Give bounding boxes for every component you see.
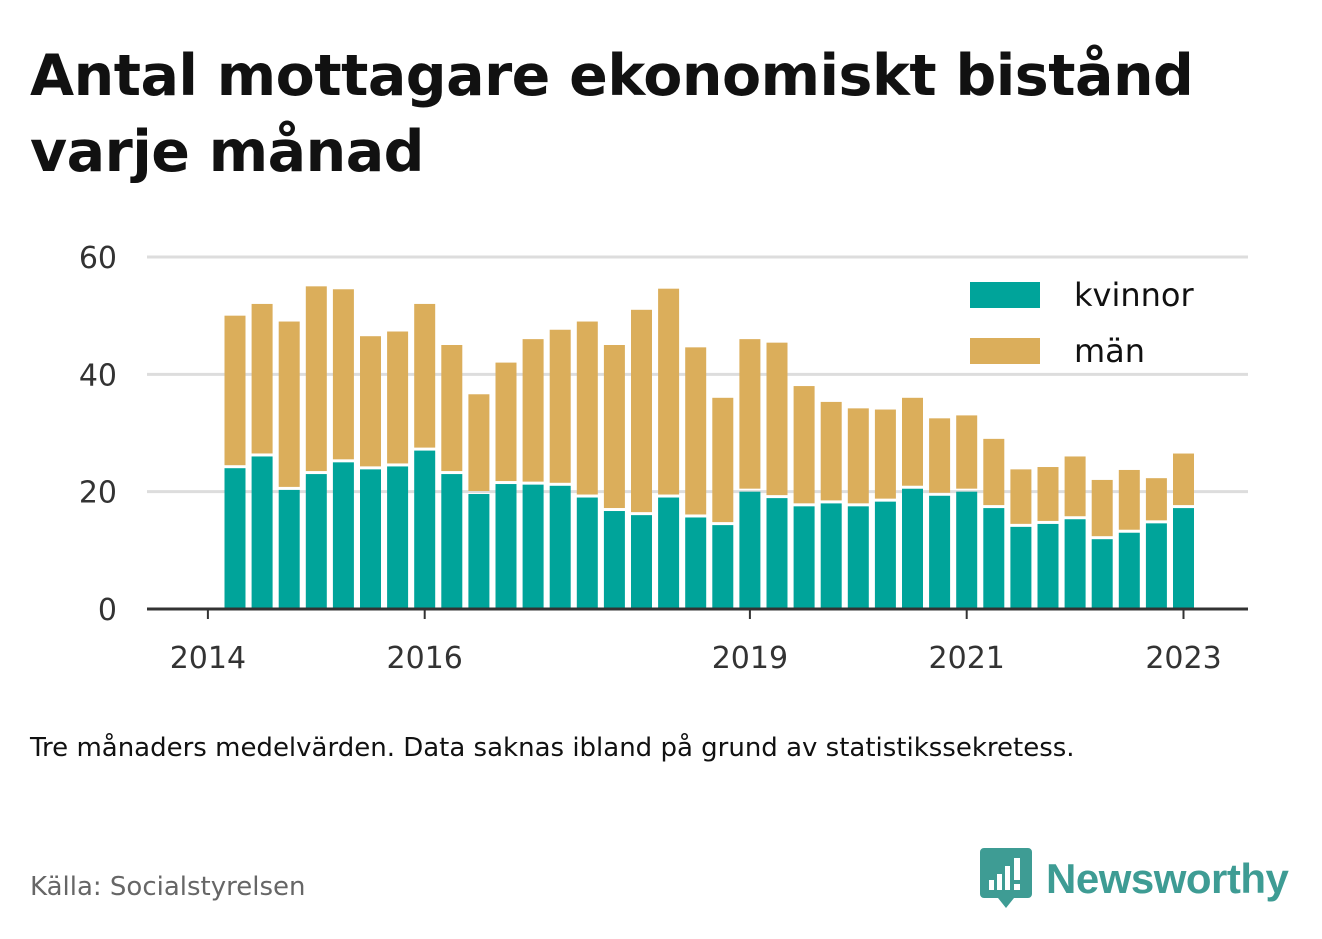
bar-kvinnor [685, 517, 707, 609]
bar-man [414, 303, 436, 448]
bar-kvinnor [1173, 508, 1194, 609]
bar-kvinnor [1145, 523, 1167, 609]
bar-man [902, 397, 923, 486]
y-tick-label: 40 [79, 358, 117, 393]
bar-kvinnor [1091, 539, 1113, 609]
bar-kvinnor [983, 508, 1005, 609]
chart-note: Tre månaders medelvärden. Data saknas ib… [30, 733, 1075, 763]
bar-kvinnor [1037, 523, 1059, 609]
bar-man [360, 336, 381, 467]
bar-kvinnor [956, 491, 978, 609]
bar-kvinnor [468, 494, 490, 609]
bar-kvinnor [414, 450, 436, 609]
bar-kvinnor [278, 489, 300, 609]
bar-man [874, 409, 896, 499]
bar-man [956, 415, 978, 489]
bar-kvinnor [441, 474, 463, 609]
chart-title: Antal mottagare ekonomiskt bistånd varje… [30, 43, 1194, 185]
bar-man [251, 303, 273, 454]
bar-kvinnor [360, 469, 381, 609]
bar-kvinnor [712, 525, 734, 609]
bar-kvinnor [495, 484, 517, 609]
bar-kvinnor [631, 515, 652, 609]
bar-kvinnor [603, 511, 625, 609]
x-tick-label: 2014 [170, 641, 246, 676]
bar-man [305, 286, 327, 472]
bar-kvinnor [224, 468, 246, 609]
y-tick-label: 60 [79, 241, 117, 276]
y-tick-label: 20 [79, 476, 117, 511]
bar-man [1145, 478, 1167, 521]
bar-kvinnor [1118, 532, 1140, 609]
bar-man [712, 397, 734, 523]
bar-man [603, 345, 625, 509]
x-axis: 2014 2016 2019 2021 2023 [147, 607, 1248, 676]
legend-label: män [1074, 332, 1145, 370]
bar-man [847, 408, 869, 504]
bar-man [793, 386, 815, 504]
bar-kvinnor [576, 497, 598, 609]
legend: kvinnor män [970, 276, 1195, 370]
y-tick-label: 0 [98, 593, 117, 628]
bar-man [495, 362, 517, 482]
bar-man [278, 321, 300, 487]
newsworthy-logo-icon [980, 848, 1032, 908]
bar-kvinnor [1010, 526, 1032, 609]
bar-man [468, 394, 490, 492]
bar-man [387, 331, 409, 464]
bar-man [1118, 469, 1140, 530]
source-label: Källa: Socialstyrelsen [30, 872, 306, 902]
bar-man [224, 315, 246, 466]
legend-label: kvinnor [1074, 276, 1195, 314]
bar-kvinnor [522, 484, 544, 609]
brand-name: Newsworthy [1046, 855, 1289, 902]
bar-kvinnor [847, 506, 869, 609]
bar-man [820, 401, 842, 501]
y-axis-ticks: 0 20 40 60 [79, 241, 117, 628]
bar-kvinnor [874, 501, 896, 609]
x-tick-label: 2016 [387, 641, 463, 676]
x-tick-label: 2023 [1145, 641, 1221, 676]
bar-kvinnor [549, 485, 571, 609]
stacked-bar-chart: 0 20 40 60 2014 2016 2019 2021 2023 kvinnor män [79, 241, 1248, 676]
bar-kvinnor [902, 488, 923, 609]
bar-man [929, 418, 951, 493]
bar-kvinnor [739, 491, 761, 609]
bar-kvinnor [820, 503, 842, 609]
bar-man [739, 339, 761, 489]
bar-kvinnor [332, 462, 354, 609]
bar-kvinnor [1064, 519, 1086, 609]
bar-kvinnor [766, 498, 788, 609]
bar-man [1064, 456, 1086, 517]
bar-man [631, 309, 652, 513]
bar-man [522, 339, 544, 482]
bar-man [983, 438, 1005, 506]
bar-kvinnor [387, 466, 409, 609]
bar-kvinnor [929, 495, 951, 609]
x-tick-label: 2019 [712, 641, 788, 676]
bar-man [1173, 453, 1194, 506]
legend-swatch [970, 282, 1040, 308]
bar-man [1091, 479, 1113, 537]
bar-man [1010, 469, 1032, 524]
bar-man [441, 345, 463, 472]
bar-man [658, 288, 680, 495]
bar-man [332, 289, 354, 460]
bars [224, 286, 1194, 609]
bar-kvinnor [658, 497, 680, 609]
bar-man [549, 329, 571, 483]
bar-man [1037, 467, 1059, 521]
bar-man [766, 342, 788, 496]
bar-kvinnor [251, 456, 273, 609]
legend-swatch [970, 338, 1040, 364]
brand-logo[interactable]: Newsworthy [980, 848, 1289, 910]
bar-man [685, 347, 707, 515]
bar-kvinnor [305, 474, 327, 609]
bar-man [576, 321, 598, 495]
bar-kvinnor [793, 506, 815, 609]
x-tick-label: 2021 [929, 641, 1005, 676]
